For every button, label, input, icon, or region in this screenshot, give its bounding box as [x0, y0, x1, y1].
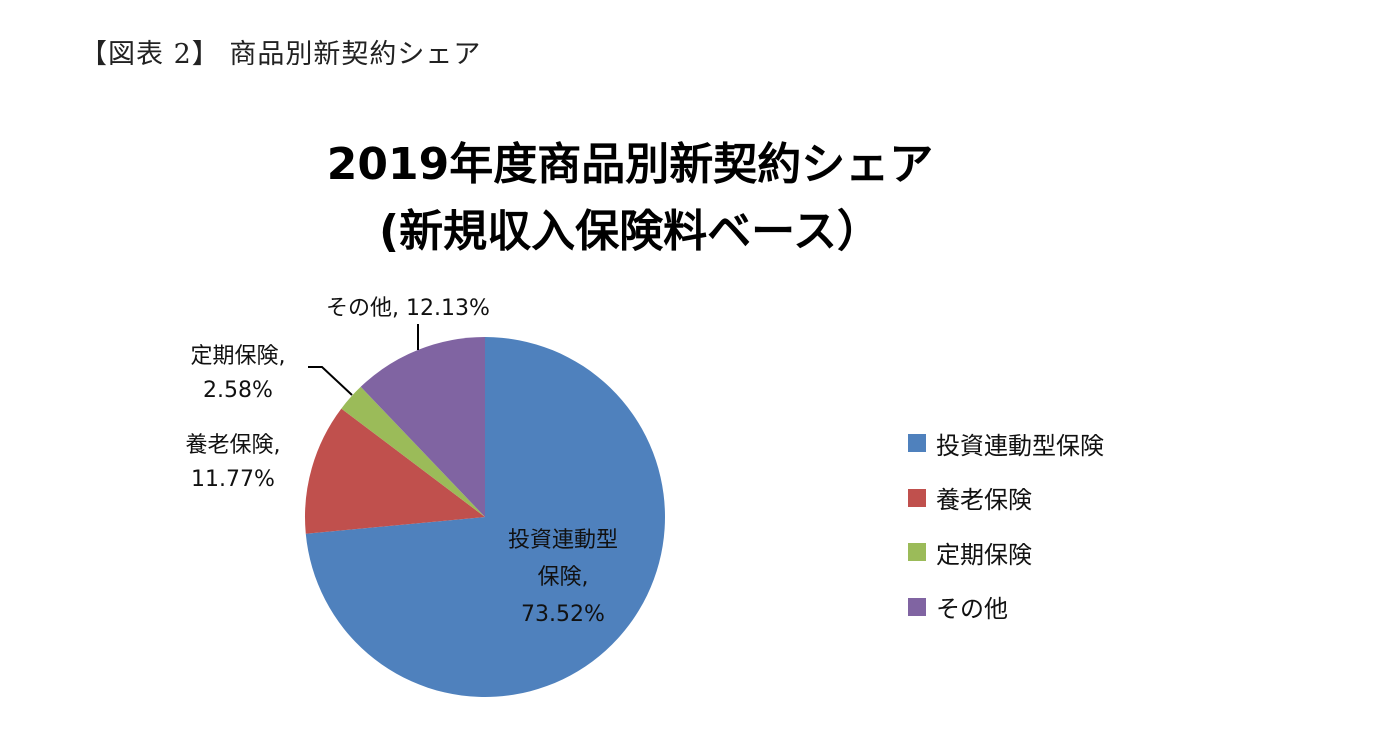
- data-label-endowment-value: 11.77%: [191, 467, 275, 492]
- data-label-endowment-name: 養老保険,: [185, 433, 281, 458]
- legend-item-endowment: 養老保険: [908, 471, 1104, 526]
- legend-swatch-icon: [908, 543, 926, 562]
- data-label-investment-linked: 投資連動型 保険, 73.52%: [478, 522, 648, 633]
- legend-label: 定期保険: [936, 540, 1032, 569]
- legend-swatch-icon: [908, 597, 926, 616]
- data-label-investment-linked-name-2: 保険,: [537, 565, 589, 590]
- figure-caption: 【図表 2】 商品別新契約シェア: [80, 39, 482, 70]
- pie-slices: [305, 337, 665, 697]
- pie-slice-endowment: [305, 408, 485, 534]
- chart-title: 2019年度商品別新契約シェア: [326, 139, 934, 190]
- data-label-term: 定期保険, 2.58%: [168, 340, 308, 408]
- pie-slice-other: [360, 337, 485, 517]
- data-label-term-name: 定期保険,: [190, 344, 286, 369]
- data-label-investment-linked-name: 投資連動型: [507, 528, 618, 553]
- legend-swatch-icon: [908, 488, 926, 507]
- chart-subtitle: (新規収入保険料ベース）: [379, 206, 881, 257]
- data-label-other: その他, 12.13%: [326, 292, 490, 326]
- legend-item-term: 定期保険: [908, 525, 1104, 580]
- legend-label: 養老保険: [936, 486, 1032, 515]
- data-label-endowment: 養老保険, 11.77%: [168, 429, 298, 497]
- data-label-term-value: 2.58%: [203, 378, 273, 403]
- legend-item-investment-linked: 投資連動型保険: [908, 416, 1104, 471]
- pie-slice-investment-linked: [305, 337, 665, 697]
- legend-label: 投資連動型保険: [936, 431, 1104, 460]
- data-label-other-text: その他, 12.13%: [326, 296, 490, 321]
- legend: 投資連動型保険 養老保険 定期保険 その他: [908, 416, 1104, 634]
- leader-line-term: [308, 366, 353, 396]
- leader-lines: [308, 324, 419, 396]
- legend-swatch-icon: [908, 434, 926, 453]
- legend-label: その他: [936, 595, 1008, 624]
- legend-item-other: その他: [908, 580, 1104, 635]
- pie-slice-term: [341, 386, 485, 517]
- data-label-investment-linked-value: 73.52%: [521, 602, 605, 627]
